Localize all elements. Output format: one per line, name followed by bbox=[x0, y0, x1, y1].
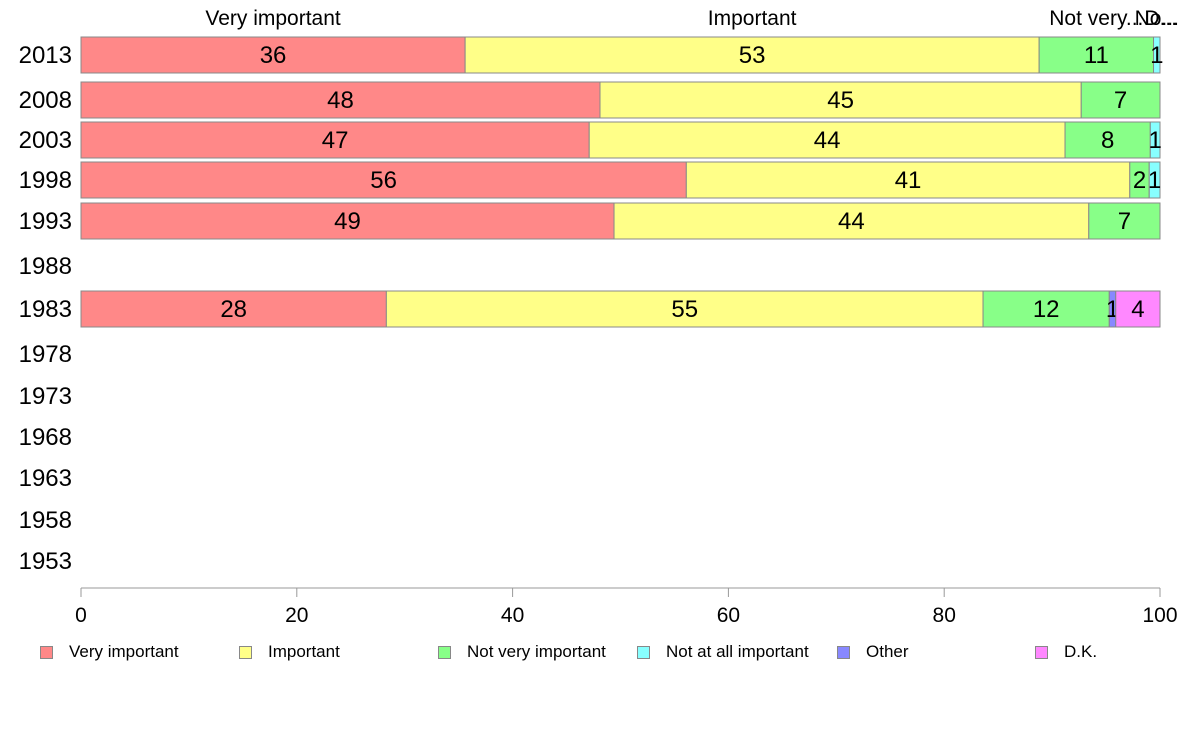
bar-segment bbox=[1148, 161, 1161, 199]
data-label: 47 bbox=[322, 127, 349, 154]
bar-segment bbox=[80, 202, 615, 240]
legend-swatch bbox=[239, 645, 252, 659]
bar-segment bbox=[599, 81, 1082, 119]
y-tick-label: 1963 bbox=[19, 465, 72, 492]
x-tick-label: 60 bbox=[717, 604, 740, 627]
top-series-label: No... bbox=[1135, 7, 1179, 30]
legend-item: D.K. bbox=[1035, 641, 1097, 663]
legend-swatch bbox=[438, 645, 451, 659]
legend-swatch bbox=[637, 645, 650, 659]
y-tick-label: 1983 bbox=[19, 296, 72, 323]
legend-label: Very important bbox=[69, 642, 179, 661]
bar-segment bbox=[80, 36, 466, 74]
top-series-label: D... bbox=[1144, 7, 1177, 30]
y-tick-label: 2003 bbox=[19, 127, 72, 154]
bar-segment bbox=[385, 290, 984, 328]
data-label: 44 bbox=[838, 208, 865, 235]
y-tick-label: 1953 bbox=[19, 548, 72, 575]
legend-label: Important bbox=[268, 642, 340, 661]
legend: Very important Important Not very importan… bbox=[40, 641, 1188, 665]
x-tick-label: 100 bbox=[1142, 604, 1177, 627]
legend-swatch bbox=[837, 645, 850, 659]
legend-label: D.K. bbox=[1064, 642, 1098, 661]
bar-segment bbox=[685, 161, 1131, 199]
y-tick-label: 1958 bbox=[19, 507, 72, 534]
stacked-bar-chart: 2013200820031998199319881983197819731968… bbox=[19, 7, 1179, 627]
data-label: 44 bbox=[814, 127, 841, 154]
legend-item: Other bbox=[837, 641, 909, 663]
data-label: 1 bbox=[1150, 42, 1163, 69]
top-series-label: Very important bbox=[205, 7, 341, 30]
data-label: 1 bbox=[1148, 127, 1161, 154]
data-label: 56 bbox=[370, 167, 397, 194]
bar-segment bbox=[80, 121, 590, 159]
bar-segment bbox=[613, 202, 1090, 240]
legend-swatch bbox=[1035, 645, 1048, 659]
data-label: 48 bbox=[327, 87, 354, 114]
bar-segment bbox=[464, 36, 1040, 74]
data-label: 7 bbox=[1114, 87, 1127, 114]
x-tick-label: 80 bbox=[933, 604, 956, 627]
legend-item: Not very important bbox=[438, 641, 606, 663]
y-tick-label: 2008 bbox=[19, 87, 72, 114]
x-tick-label: 20 bbox=[285, 604, 308, 627]
x-tick-label: 40 bbox=[501, 604, 524, 627]
data-label: 53 bbox=[739, 42, 766, 69]
data-label: 55 bbox=[671, 296, 698, 323]
legend-item: Important bbox=[239, 641, 340, 663]
legend-item: Not at all important bbox=[637, 641, 809, 663]
legend-item: Very important bbox=[40, 641, 179, 663]
y-tick-label: 1973 bbox=[19, 383, 72, 410]
data-label: 49 bbox=[334, 208, 361, 235]
legend-label: Not at all important bbox=[666, 642, 809, 661]
x-tick-label: 0 bbox=[75, 604, 87, 627]
bar-segment bbox=[1080, 81, 1161, 119]
y-tick-label: 1998 bbox=[19, 167, 72, 194]
data-label: 4 bbox=[1131, 296, 1144, 323]
legend-swatch bbox=[40, 645, 53, 659]
bar-segment bbox=[1038, 36, 1155, 74]
data-label: 2 bbox=[1133, 167, 1146, 194]
legend-label: Not very important bbox=[467, 642, 606, 661]
bar-segment bbox=[1153, 36, 1161, 74]
data-label: 41 bbox=[895, 167, 922, 194]
data-label: 45 bbox=[827, 87, 854, 114]
bar-segment bbox=[1088, 202, 1161, 240]
bar-segment bbox=[1115, 290, 1161, 328]
bar-segment bbox=[588, 121, 1066, 159]
y-tick-label: 2013 bbox=[19, 42, 72, 69]
data-label: 1 bbox=[1148, 167, 1161, 194]
y-tick-label: 1978 bbox=[19, 341, 72, 368]
bar-segment bbox=[80, 290, 387, 328]
bar-segment bbox=[982, 290, 1110, 328]
bar-segment bbox=[1149, 121, 1161, 159]
y-tick-label: 1988 bbox=[19, 253, 72, 280]
data-label: 28 bbox=[220, 296, 247, 323]
y-tick-label: 1968 bbox=[19, 424, 72, 451]
data-label: 7 bbox=[1118, 208, 1131, 235]
data-label: 12 bbox=[1033, 296, 1060, 323]
top-series-label: Important bbox=[708, 7, 797, 30]
data-label: 8 bbox=[1101, 127, 1114, 154]
top-series-label: Not very... bbox=[1049, 7, 1143, 30]
legend-label: Other bbox=[866, 642, 909, 661]
y-tick-label: 1993 bbox=[19, 208, 72, 235]
data-label: 11 bbox=[1084, 42, 1109, 69]
data-label: 36 bbox=[260, 42, 287, 69]
bar-segment bbox=[1064, 121, 1151, 159]
